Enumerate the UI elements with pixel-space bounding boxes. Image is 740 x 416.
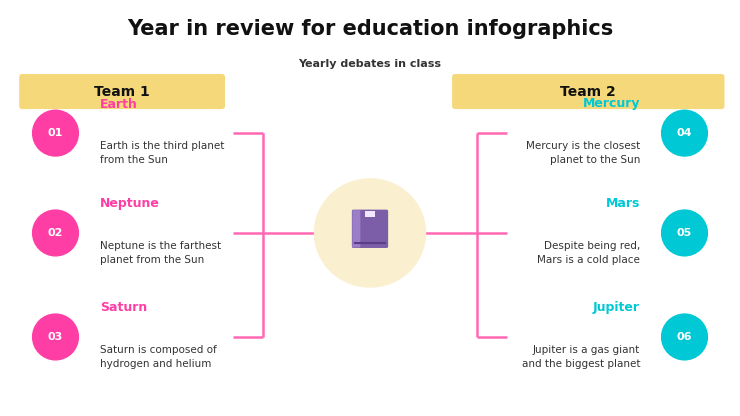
FancyBboxPatch shape <box>19 74 225 109</box>
Text: Mercury: Mercury <box>582 97 640 111</box>
Text: Mars: Mars <box>606 197 640 210</box>
Circle shape <box>662 210 707 256</box>
Text: Jupiter: Jupiter <box>593 301 640 314</box>
Text: Year in review for education infographics: Year in review for education infographic… <box>127 19 613 39</box>
Text: 02: 02 <box>48 228 63 238</box>
Circle shape <box>662 110 707 156</box>
Text: 01: 01 <box>48 128 63 138</box>
Circle shape <box>33 314 78 360</box>
Text: 05: 05 <box>677 228 692 238</box>
Text: 04: 04 <box>677 128 692 138</box>
FancyBboxPatch shape <box>352 210 389 248</box>
Text: Neptune: Neptune <box>100 197 160 210</box>
Circle shape <box>662 314 707 360</box>
Text: Team 2: Team 2 <box>560 84 616 99</box>
Text: Saturn is composed of
hydrogen and helium: Saturn is composed of hydrogen and heliu… <box>100 345 217 369</box>
FancyBboxPatch shape <box>365 211 375 218</box>
FancyBboxPatch shape <box>352 210 360 248</box>
Text: Earth is the third planet
from the Sun: Earth is the third planet from the Sun <box>100 141 224 166</box>
Text: Neptune is the farthest
planet from the Sun: Neptune is the farthest planet from the … <box>100 241 221 265</box>
Text: Jupiter is a gas giant
and the biggest planet: Jupiter is a gas giant and the biggest p… <box>522 345 640 369</box>
Circle shape <box>33 210 78 256</box>
Text: Mercury is the closest
planet to the Sun: Mercury is the closest planet to the Sun <box>526 141 640 166</box>
Text: Yearly debates in class: Yearly debates in class <box>298 59 442 69</box>
FancyBboxPatch shape <box>452 74 724 109</box>
Text: Saturn: Saturn <box>100 301 147 314</box>
Text: Team 1: Team 1 <box>94 84 150 99</box>
Text: Despite being red,
Mars is a cold place: Despite being red, Mars is a cold place <box>537 241 640 265</box>
Ellipse shape <box>314 179 426 287</box>
Circle shape <box>33 110 78 156</box>
Text: 03: 03 <box>48 332 63 342</box>
Text: Earth: Earth <box>100 97 138 111</box>
Text: 06: 06 <box>677 332 692 342</box>
